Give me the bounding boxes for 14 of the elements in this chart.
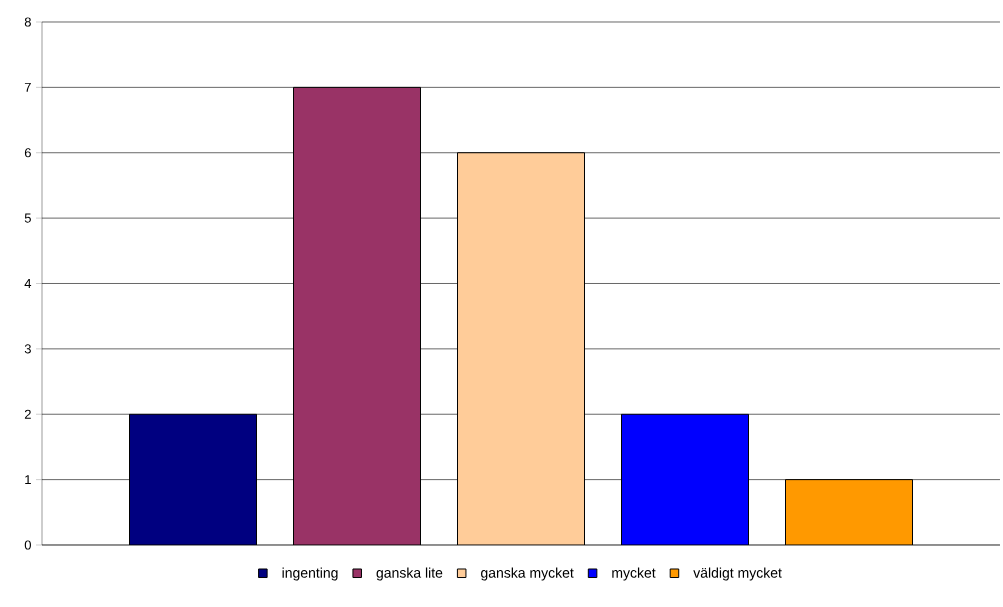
legend-label: mycket (612, 567, 656, 581)
legend-label: ingenting (282, 567, 338, 581)
y-tick-label: 4 (24, 279, 32, 288)
y-tick-label: 3 (24, 344, 31, 354)
y-tick-label: 2 (24, 409, 31, 419)
y-tick-label: 7 (24, 82, 31, 92)
y-tick-label: 6 (24, 148, 31, 158)
y-tick-label: 1 (25, 475, 31, 485)
y-tick-label: 5 (24, 213, 31, 223)
y-tick-label: 0 (24, 540, 31, 550)
legend-label: väldigt mycket (693, 567, 782, 581)
legend-label: ganska mycket (481, 567, 574, 581)
y-tick-label: 8 (24, 17, 31, 27)
legend-label: ganska lite (376, 567, 443, 581)
